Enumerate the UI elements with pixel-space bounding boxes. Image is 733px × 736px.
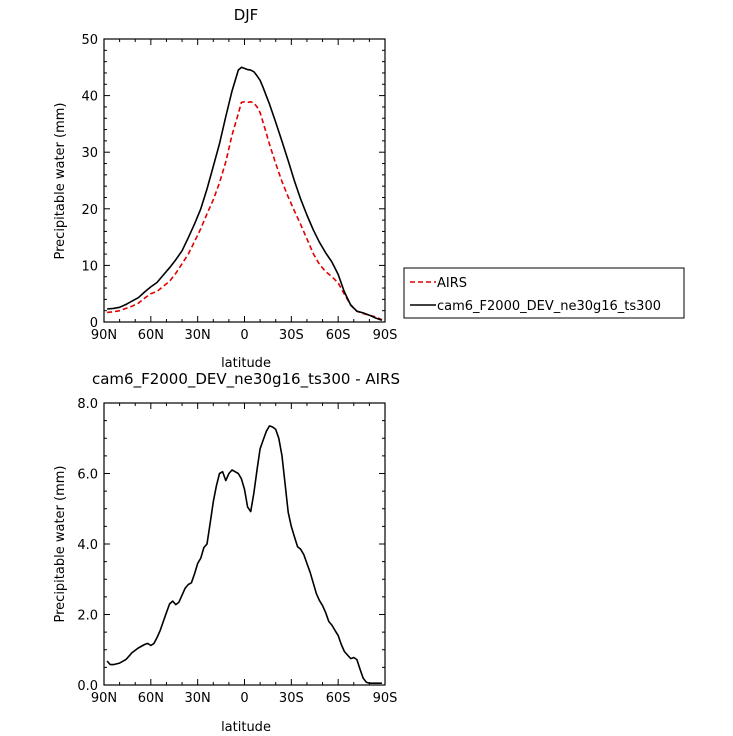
legend: AIRS cam6_F2000_DEV_ne30g16_ts300 — [403, 267, 685, 319]
x-tick-label: 30N — [185, 328, 211, 343]
plot-frame — [103, 38, 386, 323]
x-tick-label: 90S — [373, 691, 398, 706]
series-lines — [106, 425, 382, 685]
y-tick-label: 0.0 — [77, 679, 98, 694]
x-tick-label: 60S — [326, 328, 351, 343]
y-tick-label: 0 — [90, 316, 98, 331]
chart-panel-difference: cam6_F2000_DEV_ne30g16_ts300 - AIRS Prec… — [53, 370, 400, 735]
series-lines — [107, 66, 383, 322]
chart-panel-djf: DJF Precipitable water (mm) latitude 90N… — [53, 6, 397, 371]
tick-labels: 90N 60N 30N 0 30S 60S 90S 0.0 2.0 4.0 6.0 8.0 — [77, 397, 397, 706]
x-tick-label: 0 — [240, 328, 248, 343]
y-tick-label: 20 — [81, 203, 98, 218]
x-axis-label: latitude — [221, 356, 271, 371]
series-line-0 — [106, 425, 382, 685]
y-tick-label: 10 — [81, 259, 98, 274]
x-tick-label: 30N — [185, 691, 211, 706]
y-tick-label: 8.0 — [77, 397, 98, 412]
y-tick-label: 30 — [81, 146, 98, 161]
x-tick-label: 90N — [91, 328, 117, 343]
x-tick-label: 60N — [138, 691, 164, 706]
x-tick-label: 0 — [240, 691, 248, 706]
x-tick-label: 30S — [279, 691, 304, 706]
y-tick-label: 40 — [81, 90, 98, 105]
y-axis-label: Precipitable water (mm) — [53, 103, 68, 260]
legend-label-airs: AIRS — [437, 276, 467, 291]
y-tick-label: 4.0 — [77, 538, 98, 553]
y-tick-label: 2.0 — [77, 609, 98, 624]
legend-box — [403, 267, 685, 319]
x-tick-label: 60S — [326, 691, 351, 706]
x-tick-label: 90N — [91, 691, 117, 706]
legend-label-model: cam6_F2000_DEV_ne30g16_ts300 — [437, 299, 661, 314]
plot-frame — [103, 402, 386, 686]
chart-title: cam6_F2000_DEV_ne30g16_ts300 - AIRS — [92, 370, 400, 389]
x-axis-label: latitude — [221, 720, 271, 735]
x-tick-label: 30S — [279, 328, 304, 343]
tick-labels: 90N 60N 30N 0 30S 60S 90S 0 10 20 30 40 50 — [81, 33, 397, 343]
chart-title: DJF — [234, 6, 259, 24]
axes-frame — [103, 38, 386, 323]
series-line-0 — [107, 101, 383, 321]
series-line-1 — [107, 66, 383, 322]
x-tick-label: 90S — [373, 328, 398, 343]
x-tick-label: 60N — [138, 328, 164, 343]
y-axis-label: Precipitable water (mm) — [53, 466, 68, 623]
y-tick-label: 6.0 — [77, 468, 98, 483]
y-tick-label: 50 — [81, 33, 98, 48]
axes-frame — [103, 402, 386, 686]
